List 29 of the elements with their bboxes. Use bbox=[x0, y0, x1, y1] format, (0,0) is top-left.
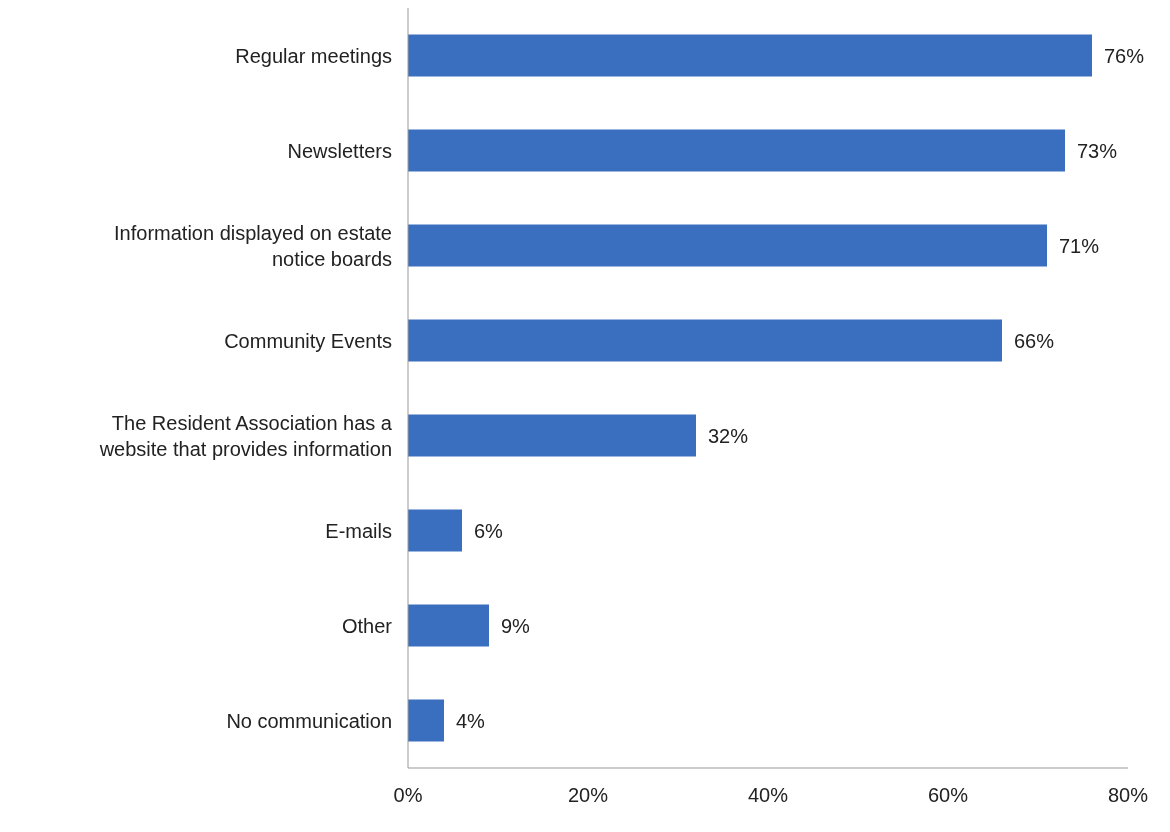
bar bbox=[408, 129, 1065, 172]
bar bbox=[408, 34, 1092, 77]
data-label: 66% bbox=[1014, 329, 1055, 352]
bar bbox=[408, 224, 1047, 267]
bar bbox=[408, 319, 1002, 362]
x-tick-label: 40% bbox=[747, 784, 789, 807]
y-tick-label: No communication bbox=[226, 709, 392, 732]
data-label: 73% bbox=[1077, 139, 1118, 162]
data-label: 71% bbox=[1059, 234, 1100, 257]
y-tick-label: E-mails bbox=[325, 519, 392, 542]
data-label: 32% bbox=[708, 424, 749, 447]
bar bbox=[408, 509, 462, 552]
x-tick-label: 80% bbox=[1107, 784, 1149, 807]
data-label: 76% bbox=[1104, 44, 1145, 67]
y-tick-label: Regular meetings bbox=[235, 44, 392, 67]
data-label: 4% bbox=[456, 709, 486, 732]
data-label: 6% bbox=[474, 519, 504, 542]
y-tick-label: The Resident Association has a website that provides information bbox=[98, 411, 393, 460]
y-tick-label: Information displayed on estate notice boards bbox=[114, 221, 392, 270]
x-tick-label: 60% bbox=[927, 784, 969, 807]
bar bbox=[408, 699, 444, 742]
y-tick-label: Community Events bbox=[224, 329, 392, 352]
y-tick-label: Newsletters bbox=[287, 139, 392, 162]
bar bbox=[408, 414, 696, 457]
y-tick-label: Other bbox=[341, 614, 393, 637]
x-tick-label: 0% bbox=[393, 784, 423, 807]
bar bbox=[408, 604, 489, 647]
data-label: 9% bbox=[501, 614, 531, 637]
x-tick-label: 20% bbox=[567, 784, 609, 807]
